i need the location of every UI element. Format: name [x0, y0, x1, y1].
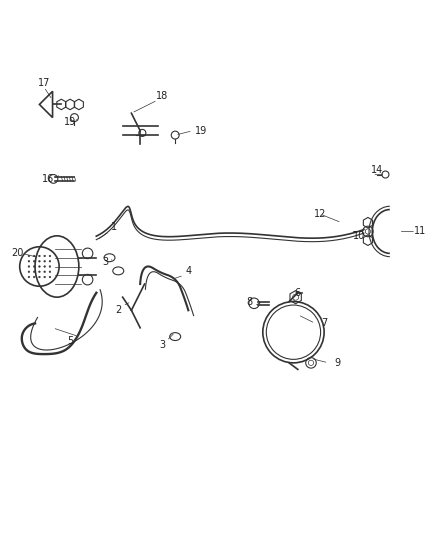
Text: 3: 3	[102, 257, 108, 267]
Text: 19: 19	[64, 117, 76, 127]
Circle shape	[44, 276, 46, 278]
Text: 7: 7	[321, 318, 327, 328]
Circle shape	[28, 271, 30, 273]
Circle shape	[33, 255, 35, 257]
Circle shape	[44, 265, 46, 268]
Circle shape	[33, 265, 35, 268]
Text: 4: 4	[185, 266, 191, 276]
Text: 17: 17	[38, 77, 50, 87]
Text: 16: 16	[42, 174, 54, 184]
Text: 3: 3	[159, 341, 165, 350]
Circle shape	[39, 255, 40, 257]
Text: 11: 11	[414, 227, 427, 237]
Circle shape	[33, 260, 35, 262]
Text: 5: 5	[67, 336, 73, 346]
Text: 9: 9	[334, 358, 340, 368]
Circle shape	[39, 260, 40, 262]
Text: 2: 2	[115, 305, 121, 316]
Circle shape	[49, 260, 51, 262]
Text: 14: 14	[371, 165, 383, 175]
Circle shape	[44, 271, 46, 273]
Circle shape	[33, 271, 35, 273]
Circle shape	[28, 276, 30, 278]
Text: 12: 12	[314, 209, 326, 219]
Text: 19: 19	[195, 126, 208, 136]
Circle shape	[39, 276, 40, 278]
Text: 20: 20	[11, 248, 24, 259]
Circle shape	[44, 260, 46, 262]
Text: 1: 1	[111, 222, 117, 232]
Text: 18: 18	[156, 91, 168, 101]
Circle shape	[49, 265, 51, 268]
Circle shape	[44, 255, 46, 257]
Circle shape	[28, 265, 30, 268]
Circle shape	[39, 271, 40, 273]
Circle shape	[49, 271, 51, 273]
Circle shape	[49, 276, 51, 278]
Circle shape	[49, 255, 51, 257]
Circle shape	[28, 260, 30, 262]
Text: 6: 6	[295, 288, 301, 298]
Text: 8: 8	[247, 296, 253, 306]
Text: 10: 10	[353, 231, 365, 241]
Circle shape	[39, 265, 40, 268]
Circle shape	[33, 276, 35, 278]
Circle shape	[28, 255, 30, 257]
